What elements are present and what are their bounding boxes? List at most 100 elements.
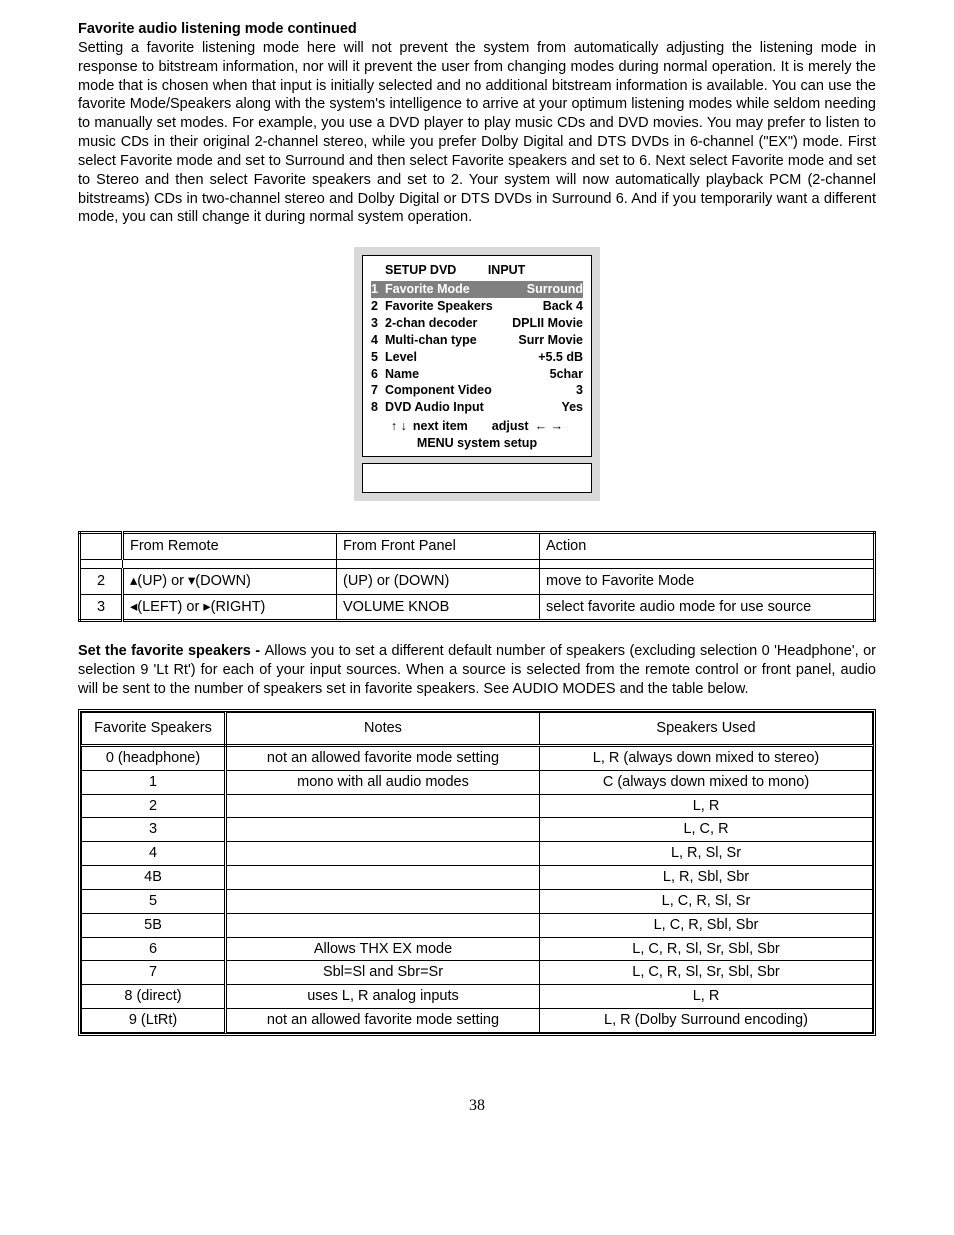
speaker-used: L, R, Sbl, Sbr — [540, 866, 873, 890]
osd-nav-row: ↑ ↓ next item adjust ← → — [371, 418, 583, 435]
osd-subbox — [362, 463, 592, 493]
osd-row-value: Yes — [561, 399, 583, 416]
speaker-fav: 0 (headphone) — [82, 745, 226, 770]
section-title: Favorite audio listening mode continued — [78, 21, 357, 37]
action-action: select favorite audio mode for use sourc… — [540, 594, 875, 621]
speaker-fav: 5 — [82, 889, 226, 913]
speaker-notes: not an allowed favorite mode setting — [226, 1009, 540, 1033]
speaker-table-row: 9 (LtRt)not an allowed favorite mode set… — [82, 1009, 873, 1033]
osd-row-num: 4 — [371, 332, 385, 349]
speaker-fav: 3 — [82, 818, 226, 842]
speaker-notes — [226, 818, 540, 842]
speaker-notes: not an allowed favorite mode setting — [226, 745, 540, 770]
osd-row-value: 3 — [576, 382, 583, 399]
speaker-table-wrapper: Favorite Speakers Notes Speakers Used 0 … — [78, 709, 876, 1036]
action-header-remote: From Remote — [123, 532, 337, 559]
speaker-notes — [226, 842, 540, 866]
osd-row-label: Multi-chan type — [385, 332, 518, 349]
speaker-used: L, C, R, Sbl, Sbr — [540, 913, 873, 937]
action-header-panel: From Front Panel — [337, 532, 540, 559]
speaker-notes — [226, 866, 540, 890]
speaker-fav: 9 (LtRt) — [82, 1009, 226, 1033]
action-remote: ▴(UP) or ▾(DOWN) — [123, 568, 337, 594]
speaker-table-row: 2L, R — [82, 794, 873, 818]
speaker-notes — [226, 889, 540, 913]
speaker-table-row: 1mono with all audio modesC (always down… — [82, 770, 873, 794]
osd-row-label: 2-chan decoder — [385, 315, 512, 332]
action-table-header-row: From Remote From Front Panel Action — [80, 532, 875, 559]
osd-footer: MENU system setup — [371, 435, 583, 452]
speaker-used: L, C, R, Sl, Sr, Sbl, Sbr — [540, 937, 873, 961]
speaker-header-fav: Favorite Speakers — [82, 712, 226, 745]
osd-row-label: DVD Audio Input — [385, 399, 561, 416]
action-table-row: 2▴(UP) or ▾(DOWN)(UP) or (DOWN)move to F… — [80, 568, 875, 594]
osd-row-num: 3 — [371, 315, 385, 332]
osd-row: 5Level+5.5 dB — [371, 349, 583, 366]
speaker-fav: 4B — [82, 866, 226, 890]
action-header-action: Action — [540, 532, 875, 559]
speaker-used: L, R (Dolby Surround encoding) — [540, 1009, 873, 1033]
osd-row: 1Favorite ModeSurround — [371, 281, 583, 298]
osd-row-label: Favorite Mode — [385, 281, 527, 298]
speaker-table-row: 4 L, R, Sl, Sr — [82, 842, 873, 866]
speaker-header-notes: Notes — [226, 712, 540, 745]
speaker-table: Favorite Speakers Notes Speakers Used 0 … — [81, 712, 873, 1033]
speaker-used: L, R — [540, 794, 873, 818]
para2-lead: Set the favorite speakers - — [78, 643, 265, 659]
osd-menu: SETUP DVD INPUT 1Favorite ModeSurround2F… — [362, 255, 592, 457]
speaker-notes — [226, 794, 540, 818]
body-para1: Setting a favorite listening mode here w… — [78, 40, 876, 226]
speaker-used: L, C, R — [540, 818, 873, 842]
speaker-used: L, R (always down mixed to stereo) — [540, 745, 873, 770]
osd-row-value: Back 4 — [543, 298, 583, 315]
osd-row-num: 6 — [371, 366, 385, 383]
osd-row-num: 8 — [371, 399, 385, 416]
intro-paragraph: Favorite audio listening mode continued … — [78, 20, 876, 227]
speaker-table-row: 7Sbl=Sl and Sbr=SrL, C, R, Sl, Sr, Sbl, … — [82, 961, 873, 985]
osd-row: 32-chan decoderDPLII Movie — [371, 315, 583, 332]
action-action: move to Favorite Mode — [540, 568, 875, 594]
osd-row: 7Component Video3 — [371, 382, 583, 399]
osd-row-num: 7 — [371, 382, 385, 399]
action-table-row: 3◂(LEFT) or ▸(RIGHT)VOLUME KNOBselect fa… — [80, 594, 875, 621]
osd-nav-adjust: adjust — [492, 418, 529, 435]
speaker-fav: 4 — [82, 842, 226, 866]
osd-row-label: Level — [385, 349, 538, 366]
osd-row: 2Favorite SpeakersBack 4 — [371, 298, 583, 315]
action-step: 2 — [80, 568, 123, 594]
osd-row-value: DPLII Movie — [512, 315, 583, 332]
osd-nav-next: next item — [413, 418, 468, 435]
page-number: 38 — [78, 1096, 876, 1117]
osd-row-num: 1 — [371, 281, 385, 298]
osd-row-label: Component Video — [385, 382, 576, 399]
page-container: Favorite audio listening mode continued … — [0, 0, 954, 1157]
speaker-fav: 1 — [82, 770, 226, 794]
speaker-fav: 8 (direct) — [82, 985, 226, 1009]
action-header-step — [80, 532, 123, 559]
speaker-used: L, R, Sl, Sr — [540, 842, 873, 866]
action-panel: VOLUME KNOB — [337, 594, 540, 621]
speaker-fav: 6 — [82, 937, 226, 961]
osd-row-value: 5char — [550, 366, 583, 383]
speaker-table-header-row: Favorite Speakers Notes Speakers Used — [82, 712, 873, 745]
speaker-used: L, C, R, Sl, Sr — [540, 889, 873, 913]
osd-rows: 1Favorite ModeSurround2Favorite Speakers… — [371, 281, 583, 416]
action-panel: (UP) or (DOWN) — [337, 568, 540, 594]
osd-row-label: Name — [385, 366, 550, 383]
speaker-used: L, R — [540, 985, 873, 1009]
favorite-speakers-paragraph: Set the favorite speakers - Allows you t… — [78, 642, 876, 699]
osd-row-num: 5 — [371, 349, 385, 366]
speaker-fav: 5B — [82, 913, 226, 937]
action-table: From Remote From Front Panel Action 2▴(U… — [78, 531, 876, 623]
osd-header-right: INPUT — [488, 262, 526, 279]
speaker-table-row: 8 (direct)uses L, R analog inputsL, R — [82, 985, 873, 1009]
speaker-used: L, C, R, Sl, Sr, Sbl, Sbr — [540, 961, 873, 985]
action-remote: ◂(LEFT) or ▸(RIGHT) — [123, 594, 337, 621]
updown-arrows-icon: ↑ ↓ — [391, 418, 407, 435]
speaker-header-used: Speakers Used — [540, 712, 873, 745]
speaker-table-row: 0 (headphone)not an allowed favorite mod… — [82, 745, 873, 770]
speaker-notes: Sbl=Sl and Sbr=Sr — [226, 961, 540, 985]
action-spacer-row — [80, 559, 875, 568]
speaker-notes — [226, 913, 540, 937]
osd-row-value: Surr Movie — [518, 332, 583, 349]
